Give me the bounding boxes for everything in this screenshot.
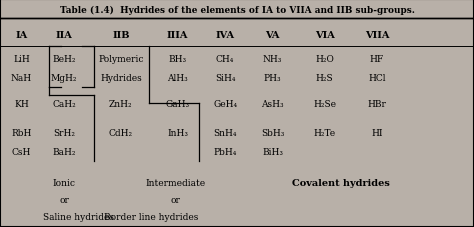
Text: SiH₄: SiH₄ — [215, 74, 236, 83]
Text: BaH₂: BaH₂ — [52, 148, 76, 157]
Text: Polymeric: Polymeric — [98, 54, 144, 64]
Text: H₂Se: H₂Se — [313, 100, 336, 109]
Text: HCl: HCl — [368, 74, 385, 83]
Text: KH: KH — [14, 100, 29, 109]
Text: H₂Te: H₂Te — [314, 128, 336, 137]
Text: HI: HI — [371, 128, 383, 137]
Text: CsH: CsH — [12, 148, 31, 157]
Text: NH₃: NH₃ — [263, 54, 282, 64]
Text: Ionic: Ionic — [53, 178, 75, 187]
Text: or: or — [171, 195, 180, 204]
Text: PbH₄: PbH₄ — [213, 148, 237, 157]
Text: or: or — [59, 195, 69, 204]
Text: Saline hydrides: Saline hydrides — [43, 212, 114, 221]
Text: VA: VA — [265, 31, 280, 40]
Text: AsH₃: AsH₃ — [261, 100, 284, 109]
Text: Table (1.4)  Hydrides of the elements of IA to VIIA and IIB sub-groups.: Table (1.4) Hydrides of the elements of … — [60, 6, 414, 15]
Text: VIA: VIA — [315, 31, 335, 40]
Text: HF: HF — [370, 54, 384, 64]
Text: IIIA: IIIA — [167, 31, 189, 40]
Text: GaH₃: GaH₃ — [166, 100, 190, 109]
Text: NaH: NaH — [11, 74, 32, 83]
Text: IIB: IIB — [112, 31, 129, 40]
Text: InH₃: InH₃ — [167, 128, 188, 137]
Text: CH₄: CH₄ — [216, 54, 234, 64]
Text: H₂S: H₂S — [316, 74, 334, 83]
Text: Intermediate: Intermediate — [146, 178, 205, 187]
Text: H₂O: H₂O — [315, 54, 334, 64]
Text: SrH₂: SrH₂ — [53, 128, 75, 137]
Text: BiH₃: BiH₃ — [262, 148, 283, 157]
Text: IVA: IVA — [216, 31, 235, 40]
Text: LiH: LiH — [13, 54, 30, 64]
Text: GeH₄: GeH₄ — [213, 100, 237, 109]
Text: BH₃: BH₃ — [169, 54, 187, 64]
Text: CaH₂: CaH₂ — [52, 100, 76, 109]
Text: Border line hydrides: Border line hydrides — [104, 212, 199, 221]
Text: SnH₄: SnH₄ — [213, 128, 237, 137]
Text: CdH₂: CdH₂ — [109, 128, 133, 137]
Text: MgH₂: MgH₂ — [51, 74, 77, 83]
Text: Hydrides: Hydrides — [100, 74, 142, 83]
Text: PH₃: PH₃ — [264, 74, 282, 83]
Text: Covalent hydrides: Covalent hydrides — [292, 178, 390, 187]
Text: IIA: IIA — [55, 31, 73, 40]
Text: AlH₃: AlH₃ — [167, 74, 188, 83]
Text: IA: IA — [15, 31, 27, 40]
Text: HBr: HBr — [367, 100, 386, 109]
Text: RbH: RbH — [11, 128, 31, 137]
Text: BeH₂: BeH₂ — [52, 54, 76, 64]
Text: ZnH₂: ZnH₂ — [109, 100, 133, 109]
Text: SbH₃: SbH₃ — [261, 128, 284, 137]
Text: VIIA: VIIA — [365, 31, 389, 40]
